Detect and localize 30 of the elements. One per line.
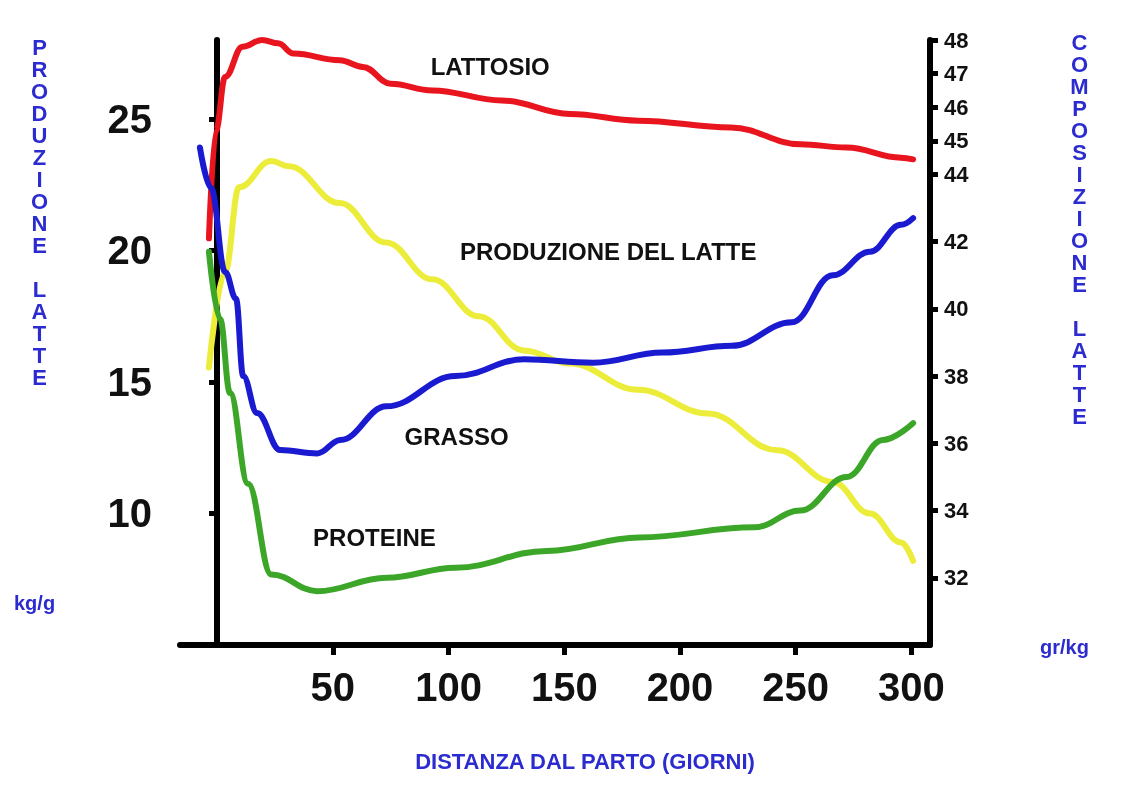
y2-tick-label: 40 [944,296,969,322]
text: gr/kg [1040,636,1089,659]
x-tick-label: 300 [878,665,945,709]
text: kg/g [14,592,56,615]
y-tick-label: 10 [107,491,152,536]
y2-tick-label: 48 [944,27,969,53]
y2-tick-label: 38 [944,363,969,389]
series-label: PROTEINE [313,523,436,551]
y-tick-label: 15 [107,359,152,404]
y2-tick-label: 36 [944,430,969,456]
x-tick-label: 200 [646,665,714,709]
x-tick-label: 100 [415,665,482,709]
x-tick-label: 150 [530,665,598,709]
series-label: PRODUZIONE DEL LATTE [460,238,757,266]
y-tick-label: 25 [107,96,152,141]
y2-tick-label: 47 [944,61,969,87]
y2-tick-label: 32 [944,565,969,591]
y-axis-title: PRODUZIONE LATTE [27,35,52,387]
series-label: GRASSO [404,423,509,451]
x-tick-label: 50 [310,665,356,709]
x-axis-title: DISTANZA DAL PARTO (GIORNI) [415,748,755,774]
y2-tick-label: 42 [944,229,969,255]
y2-tick-label: 44 [944,161,970,187]
y2-tick-label: 34 [944,498,970,524]
y2-tick-label: 45 [944,128,969,154]
x-tick-label: 250 [762,665,830,709]
series-label: LATTOSIO [430,53,550,81]
y-tick-label: 20 [107,228,152,273]
y2-tick-label: 46 [944,94,969,120]
y2-axis-title: COMPOSIZIONE LATTE [1067,30,1092,426]
